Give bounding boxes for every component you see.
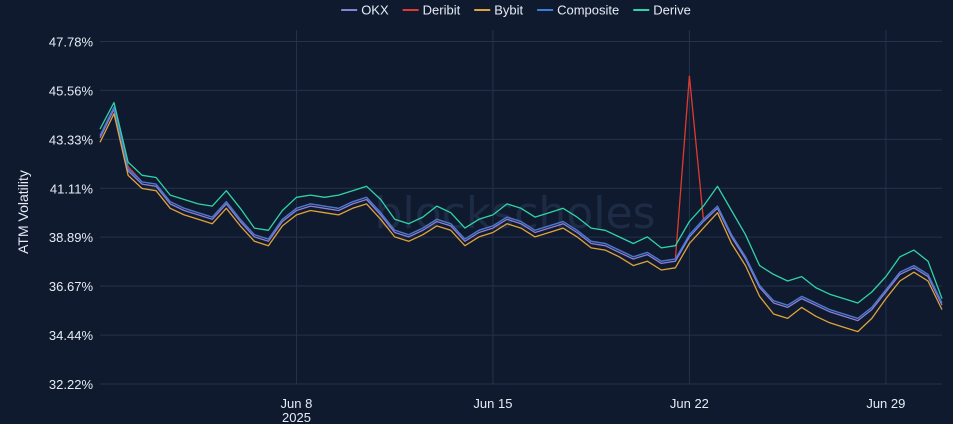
series-line-bybit — [99, 113, 943, 333]
y-tick-label: 34.44% — [49, 328, 94, 343]
y-tick-label: 45.56% — [49, 83, 94, 98]
x-tick-label: Jun 29 — [866, 396, 905, 411]
y-tick-label: 47.78% — [49, 34, 94, 49]
legend-label: Composite — [557, 3, 619, 18]
legend-label: OKX — [361, 3, 389, 18]
grid — [100, 30, 942, 385]
legend-label: Deribit — [423, 3, 461, 18]
y-tick-label: 32.22% — [49, 377, 94, 392]
legend-item-derive[interactable]: Derive — [633, 3, 691, 18]
x-tick-label: Jun 8 — [281, 396, 313, 411]
series-line-composite — [99, 106, 943, 320]
series-line-derive — [99, 101, 943, 304]
y-tick-label: 36.67% — [49, 279, 94, 294]
x-tick-label: Jun 15 — [473, 396, 512, 411]
series-line-okx — [99, 108, 943, 322]
y-tick-label: 41.11% — [50, 181, 94, 196]
legend: OKX Deribit Bybit Composite Derive — [341, 3, 691, 18]
x-tick-label: Jun 22 — [670, 396, 709, 411]
x-tick-sublabel: 2025 — [282, 410, 311, 424]
y-axis-ticks: 47.78% 45.56% 43.33% 41.11% 38.89% 36.67% 34.4… — [49, 34, 94, 392]
legend-item-bybit[interactable]: Bybit — [474, 3, 523, 18]
legend-label: Bybit — [494, 3, 523, 18]
series-lines — [99, 75, 943, 333]
legend-item-okx[interactable]: OKX — [341, 3, 389, 18]
y-tick-label: 38.89% — [49, 230, 94, 245]
legend-item-deribit[interactable]: Deribit — [402, 3, 461, 18]
legend-item-composite[interactable]: Composite — [537, 3, 619, 18]
legend-label: Derive — [653, 3, 691, 18]
y-axis-title: ATM Volatility — [15, 170, 31, 254]
y-tick-label: 43.33% — [49, 132, 94, 147]
